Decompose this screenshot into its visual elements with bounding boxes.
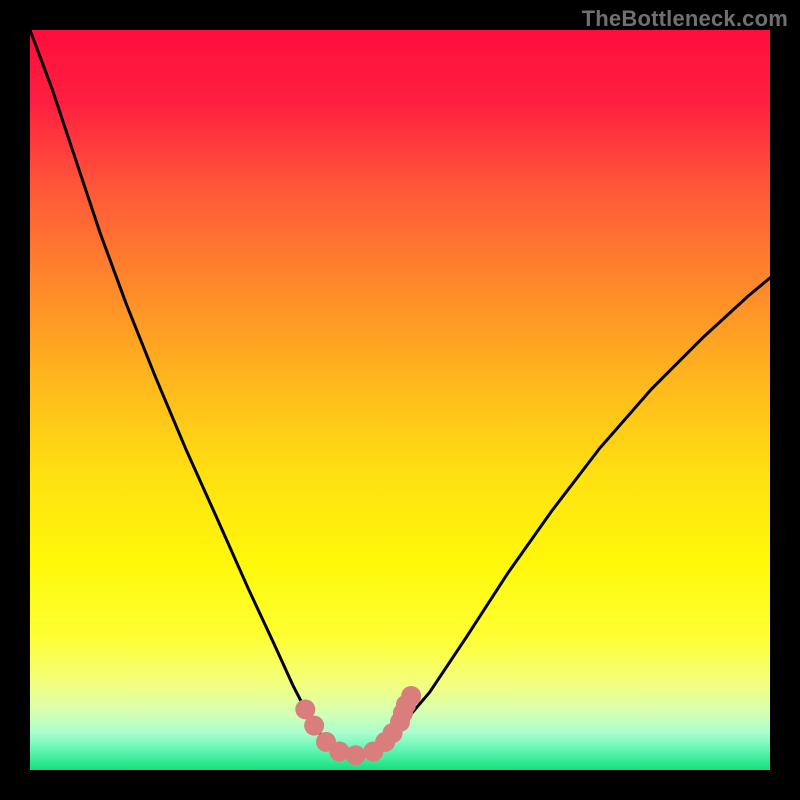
marker-dot xyxy=(346,745,366,765)
marker-dot xyxy=(401,686,421,706)
watermark-text: TheBottleneck.com xyxy=(582,6,788,32)
plot-background xyxy=(30,30,770,770)
bottleneck-chart-svg xyxy=(0,0,800,800)
chart-canvas: TheBottleneck.com xyxy=(0,0,800,800)
marker-dot xyxy=(304,716,324,736)
